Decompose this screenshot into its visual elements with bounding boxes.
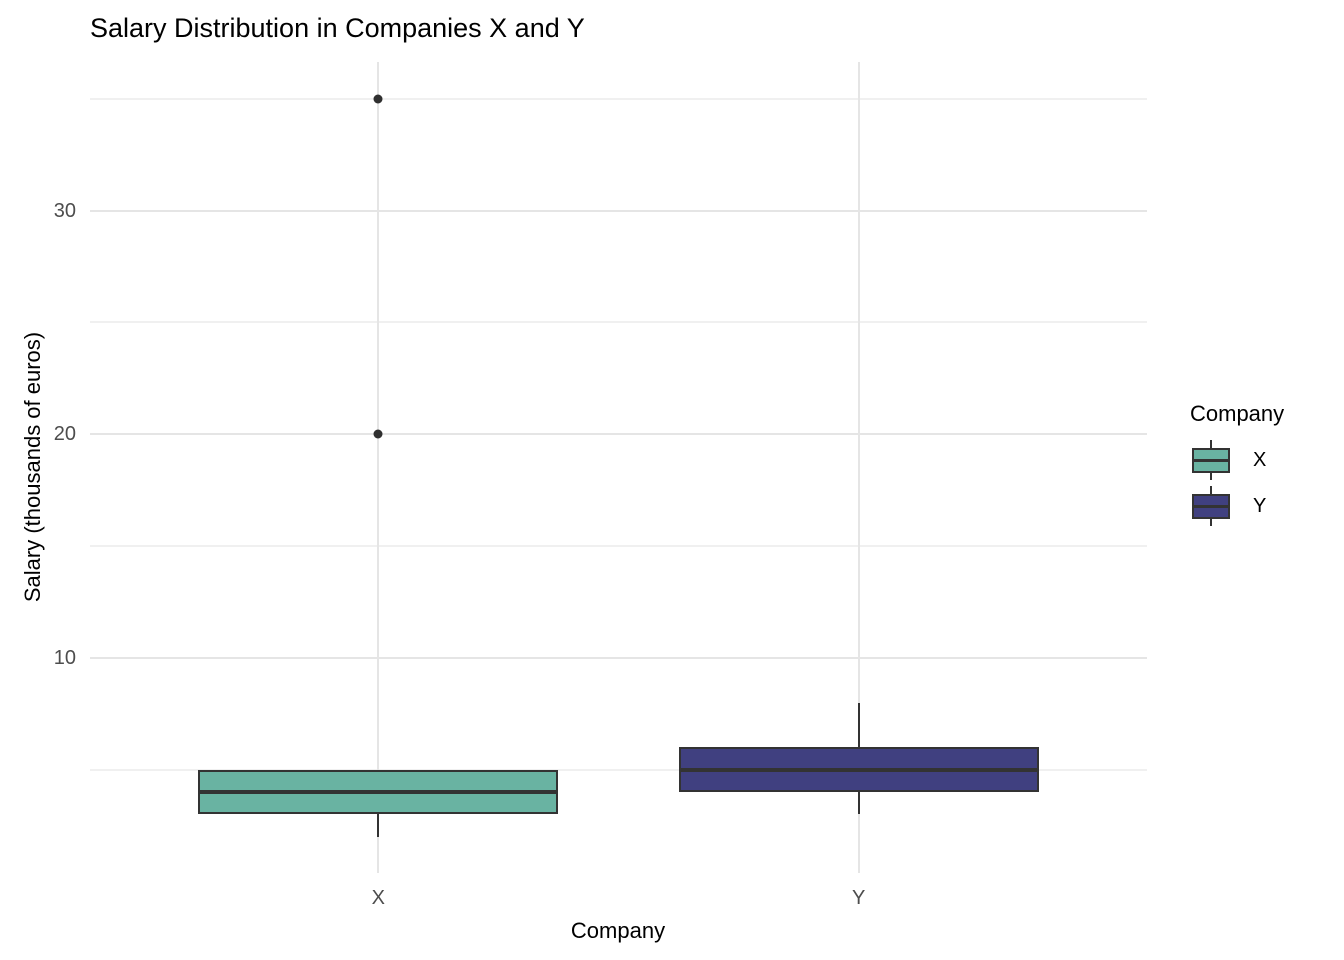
lower-whisker-X: [377, 814, 380, 837]
x-tick-label: X: [371, 887, 385, 909]
legend-key-median: [1192, 505, 1230, 508]
gridline-major-20: [90, 433, 1147, 436]
y-tick-label: 20: [53, 423, 76, 446]
lower-whisker-Y: [857, 792, 860, 815]
gridline-minor-5: [90, 768, 1147, 771]
y-axis-title: Salary (thousands of euros): [20, 331, 45, 603]
y-tick-label: 10: [53, 646, 76, 669]
legend-label: X: [1253, 448, 1267, 471]
legend-title: Company: [1190, 401, 1285, 426]
gridline-category-Y: [857, 62, 860, 873]
legend-label: Y: [1253, 494, 1267, 517]
legend-key-boxplot-icon: [1192, 486, 1230, 526]
gridline-minor-15: [90, 545, 1147, 548]
median-Y: [678, 767, 1039, 772]
gridline-minor-25: [90, 321, 1147, 324]
outlier-point-X-20: [373, 429, 383, 439]
gridline-major-30: [90, 209, 1147, 212]
plot-panel: [90, 62, 1147, 873]
legend-key-median: [1192, 459, 1230, 462]
median-X: [198, 790, 559, 795]
legend-row-Y: Y: [1190, 483, 1284, 529]
x-tick-label: Y: [852, 887, 866, 909]
gridline-category-X: [377, 62, 380, 873]
chart-title: Salary Distribution in Companies X and Y: [90, 13, 585, 43]
gridline-minor-35: [90, 97, 1147, 100]
legend-key-boxplot-icon: [1192, 440, 1230, 480]
upper-whisker-Y: [857, 702, 860, 748]
x-axis-title: Company: [570, 918, 666, 943]
legend-row-X: X: [1190, 437, 1284, 483]
gridline-major-10: [90, 656, 1147, 659]
outlier-point-X-35: [373, 94, 383, 104]
y-tick-label: 30: [53, 199, 76, 222]
